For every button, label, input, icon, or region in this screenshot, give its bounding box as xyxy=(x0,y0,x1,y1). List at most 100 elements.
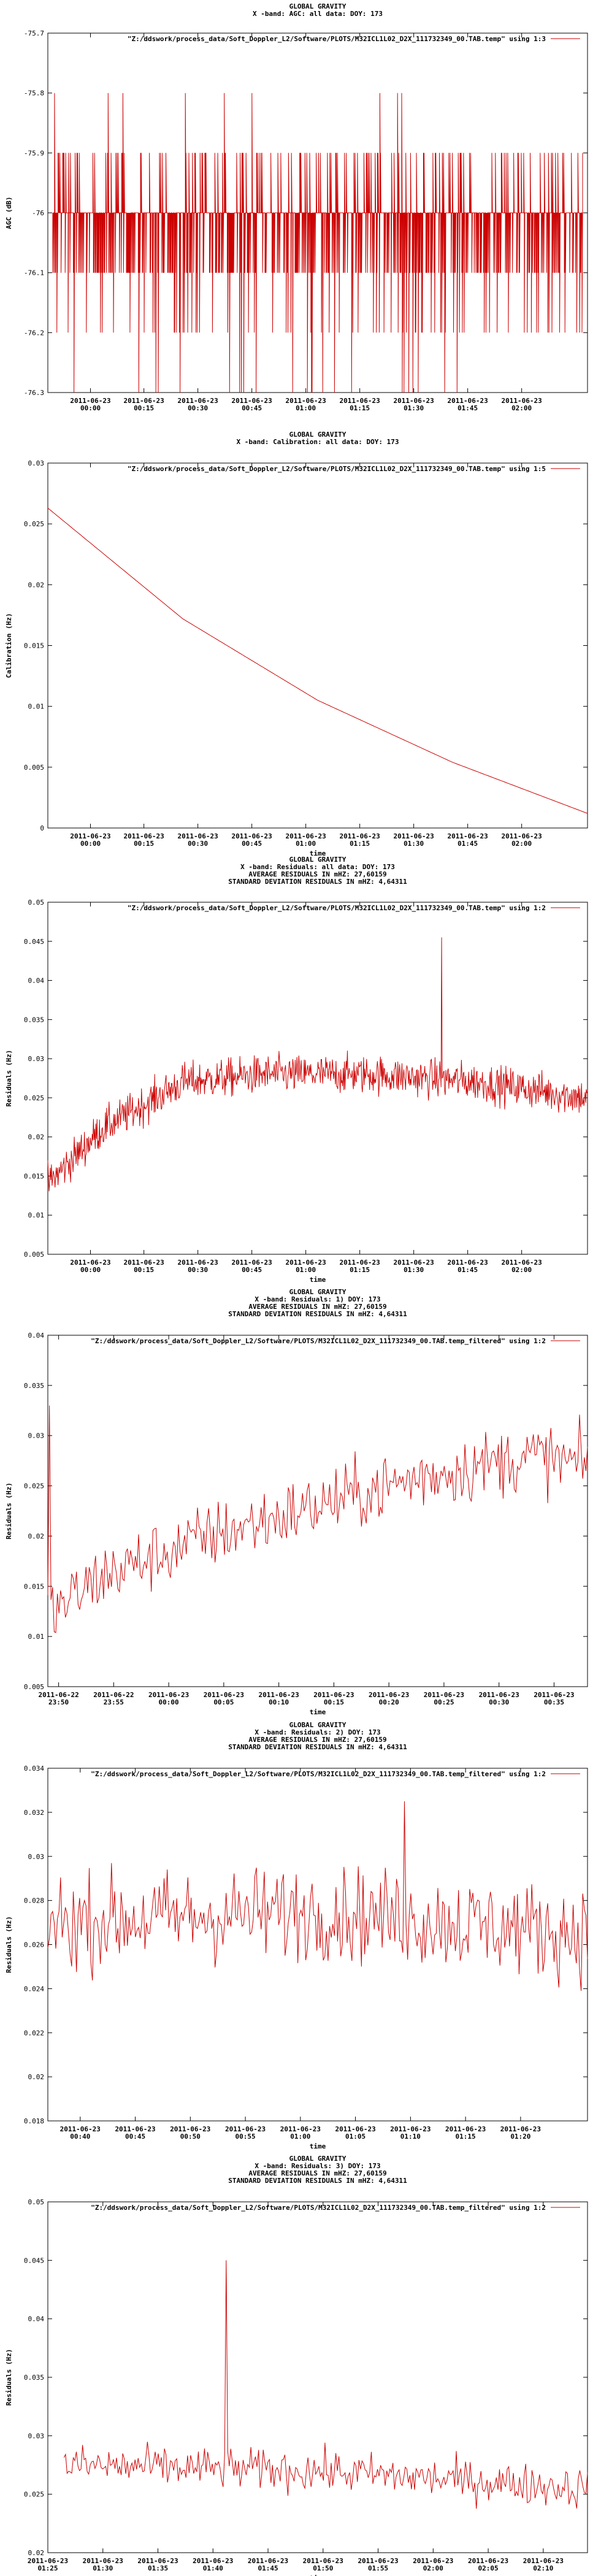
chart-4-y-tick-label: 0.01 xyxy=(28,1633,45,1641)
chart-5-x-tick-label-date: 2011-06-23 xyxy=(225,2125,266,2133)
chart-3-x-tick-label-time: 01:30 xyxy=(404,1266,424,1274)
chart-1-y-tick-label: -76.1 xyxy=(24,269,44,277)
chart-2-x-tick-label-time: 00:00 xyxy=(80,840,101,848)
chart-1-x-tick-label-time: 01:00 xyxy=(296,404,316,412)
chart-4-y-tick-label: 0.04 xyxy=(28,1332,45,1340)
chart-5-title-line-2: X -band: Residuals: 2) DOY: 173 xyxy=(255,1728,380,1736)
chart-1-x-tick-label-time: 01:30 xyxy=(404,404,424,412)
chart-6-x-tick-label-time: 02:05 xyxy=(478,2564,499,2572)
chart-1-x-tick-label-time: 02:00 xyxy=(511,404,532,412)
chart-6-title-line-3: AVERAGE RESIDUALS IN mHZ: 27,60159 xyxy=(248,2169,386,2177)
chart-3-title-line-2: X -band: Residuals: all data: DOY: 173 xyxy=(240,863,395,871)
chart-2-x-tick-label-time: 01:15 xyxy=(350,840,370,848)
chart-5-y-tick-label: 0.028 xyxy=(24,1897,44,1905)
chart-2-y-tick-label: 0.025 xyxy=(24,520,44,528)
chart-1-x-tick-label-date: 2011-06-23 xyxy=(502,397,542,405)
chart-4-title-line-2: X -band: Residuals: 1) DOY: 173 xyxy=(255,1295,380,1303)
chart-1-x-tick-label-date: 2011-06-23 xyxy=(124,397,164,405)
chart-4-x-tick-label-time: 00:35 xyxy=(544,1698,564,1706)
chart-5-x-tick-label-time: 01:15 xyxy=(456,2133,476,2141)
chart-4-x-tick-label-date: 2011-06-22 xyxy=(93,1691,134,1699)
chart-6-x-tick-label-time: 01:45 xyxy=(258,2564,278,2572)
chart-1-x-tick-label-time: 00:00 xyxy=(80,404,101,412)
chart-1-y-tick-label: -75.9 xyxy=(24,149,44,157)
chart-2-title-line-1: GLOBAL GRAVITY xyxy=(289,431,346,439)
chart-1-x-tick-label-time: 01:45 xyxy=(457,404,478,412)
chart-4-x-tick-label-time: 23:55 xyxy=(104,1698,124,1706)
chart-5-x-tick-label-time: 01:00 xyxy=(290,2133,310,2141)
chart-6-x-tick-label-date: 2011-06-23 xyxy=(358,2557,398,2565)
chart-5-x-tick-label-date: 2011-06-23 xyxy=(280,2125,321,2133)
chart-5-y-tick-label: 0.02 xyxy=(28,2073,45,2081)
chart-4-x-tick-label-time: 23:50 xyxy=(48,1698,69,1706)
chart-4-x-tick-label-time: 00:20 xyxy=(379,1698,399,1706)
chart-3-x-tick-label-time: 01:45 xyxy=(457,1266,478,1274)
chart-5-x-axis-label: time xyxy=(310,2142,326,2150)
chart-1-y-tick-label: -75.8 xyxy=(24,90,44,98)
chart-4-title-line-4: STANDARD DEVIATION RESIDUALS IN mHZ: 4,6… xyxy=(228,1310,407,1318)
chart-3-y-tick-label: 0.04 xyxy=(28,977,45,985)
chart-2-x-tick-label-time: 00:30 xyxy=(188,840,208,848)
chart-2-series-line xyxy=(47,508,588,814)
chart-6-y-tick-label: 0.05 xyxy=(28,2198,45,2206)
chart-6-plot-frame xyxy=(47,2201,588,2553)
chart-3-y-axis-label: Residuals (Hz) xyxy=(5,1050,13,1107)
chart-3-y-tick-label: 0.025 xyxy=(24,1094,44,1102)
chart-3-y-tick-label: 0.02 xyxy=(28,1133,45,1141)
chart-4-x-tick-label-date: 2011-06-23 xyxy=(313,1691,354,1699)
chart-5-y-tick-label: 0.026 xyxy=(24,1941,44,1949)
chart-1-y-tick-label: -75.7 xyxy=(24,29,44,37)
chart-3-y-tick-label: 0.03 xyxy=(28,1055,45,1063)
chart-4-x-tick-label-date: 2011-06-23 xyxy=(369,1691,409,1699)
chart-2-x-tick-label-time: 00:15 xyxy=(134,840,154,848)
chart-6-x-tick-label-date: 2011-06-23 xyxy=(137,2557,178,2565)
chart-3-x-tick-label-date: 2011-06-23 xyxy=(448,1259,488,1267)
chart-4-x-tick-label-date: 2011-06-22 xyxy=(38,1691,78,1699)
chart-6-x-tick-label-date: 2011-06-23 xyxy=(303,2557,343,2565)
chart-1-x-tick-label-date: 2011-06-23 xyxy=(232,397,272,405)
chart-2-x-tick-label-time: 01:45 xyxy=(457,840,478,848)
chart-3-x-tick-label-date: 2011-06-23 xyxy=(340,1259,380,1267)
chart-5-x-tick-label-time: 01:10 xyxy=(400,2133,421,2141)
chart-4-x-tick-label-date: 2011-06-23 xyxy=(424,1691,464,1699)
chart-1-x-tick-label-time: 00:30 xyxy=(188,404,208,412)
chart-2-x-tick-label-time: 01:00 xyxy=(296,840,316,848)
chart-6-x-tick-label-time: 01:40 xyxy=(203,2564,223,2572)
chart-6-x-tick-label-date: 2011-06-23 xyxy=(83,2557,123,2565)
chart-6-x-tick-label-time: 01:30 xyxy=(93,2564,113,2572)
chart-3-x-axis-label: time xyxy=(310,1276,326,1284)
chart-4-x-tick-label-date: 2011-06-23 xyxy=(259,1691,299,1699)
chart-2-y-tick-label: 0.005 xyxy=(24,764,44,772)
chart-5-x-tick-label-time: 00:45 xyxy=(125,2133,145,2141)
chart-5-x-tick-label-date: 2011-06-23 xyxy=(115,2125,155,2133)
chart-6-x-axis-label: time xyxy=(310,2574,326,2576)
chart-6-title-line-4: STANDARD DEVIATION RESIDUALS IN mHZ: 4,6… xyxy=(228,2177,407,2185)
chart-4-x-tick-label-time: 00:10 xyxy=(269,1698,289,1706)
chart-5-y-tick-label: 0.032 xyxy=(24,1809,44,1817)
chart-3-y-tick-label: 0.045 xyxy=(24,938,44,946)
chart-1-x-tick-label-time: 01:15 xyxy=(350,404,370,412)
chart-6-x-tick-label-time: 02:10 xyxy=(533,2564,553,2572)
chart-1-series-line xyxy=(52,93,583,393)
chart-4-y-axis-label: Residuals (Hz) xyxy=(5,1482,13,1539)
chart-6-x-tick-label-date: 2011-06-23 xyxy=(248,2557,288,2565)
chart-3-x-tick-label-time: 00:30 xyxy=(188,1266,208,1274)
chart-3-title-line-1: GLOBAL GRAVITY xyxy=(289,856,346,864)
chart-2-x-tick-label-date: 2011-06-23 xyxy=(178,832,218,840)
chart-4-title-line-1: GLOBAL GRAVITY xyxy=(289,1288,346,1296)
chart-4-x-tick-label-date: 2011-06-23 xyxy=(534,1691,574,1699)
chart-4-y-tick-label: 0.005 xyxy=(24,1683,44,1691)
chart-5-y-tick-label: 0.03 xyxy=(28,1853,45,1861)
chart-3-x-tick-label-time: 01:00 xyxy=(296,1266,316,1274)
chart-5-y-tick-label: 0.022 xyxy=(24,2029,44,2037)
chart-2-y-axis-label: Calibration (Hz) xyxy=(5,613,13,678)
chart-2-legend-label: "Z:/ddswork/process_data/Soft_Doppler_L2… xyxy=(128,465,546,473)
chart-2-x-axis-label: time xyxy=(310,849,326,857)
chart-2-x-tick-label-date: 2011-06-23 xyxy=(394,832,434,840)
chart-1-title-line-1: GLOBAL GRAVITY xyxy=(289,2,346,10)
chart-5-x-tick-label-time: 00:55 xyxy=(235,2133,256,2141)
chart-2-x-tick-label-date: 2011-06-23 xyxy=(502,832,542,840)
chart-6-y-tick-label: 0.025 xyxy=(24,2491,44,2499)
chart-6-x-tick-label-date: 2011-06-23 xyxy=(193,2557,233,2565)
